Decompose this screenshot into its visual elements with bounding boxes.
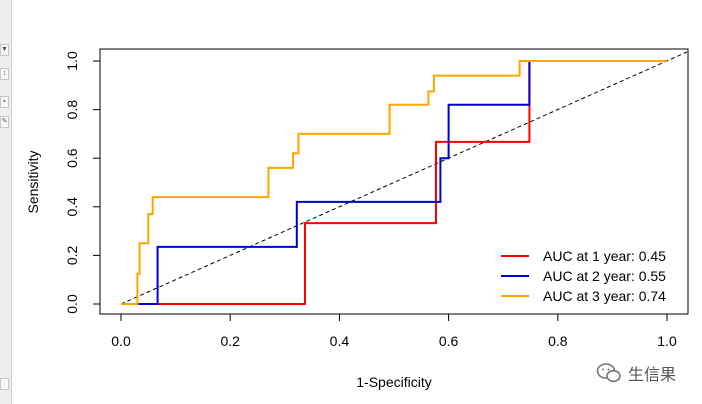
series-line-2	[121, 60, 667, 305]
y-tick-label: 0.0	[64, 294, 80, 314]
watermark: 生信果	[596, 362, 676, 384]
x-tick-label: 0.2	[220, 333, 240, 349]
watermark-text: 生信果	[628, 365, 677, 384]
y-axis-label: Sensitivity	[25, 150, 41, 213]
y-tick-label: 0.2	[64, 245, 80, 265]
y-tick-label: 0.6	[64, 148, 80, 168]
legend-label-1: AUC at 1 year: 0.45	[543, 248, 666, 264]
y-tick-label: 1.0	[64, 51, 80, 71]
scroll-down-icon[interactable]: ▼	[0, 44, 9, 56]
reference-diagonal	[120, 51, 688, 305]
y-axis: 0.0 0.2 0.4 0.6 0.8 1.0	[64, 51, 101, 314]
x-tick-label: 0.0	[111, 333, 131, 349]
series-group	[121, 60, 667, 305]
series-line-3	[121, 60, 667, 305]
x-axis-label: 1-Specificity	[356, 374, 431, 390]
wechat-icon	[596, 363, 621, 383]
x-tick-label: 1.0	[657, 333, 677, 349]
x-tick-label: 0.4	[330, 333, 350, 349]
y-tick-label: 0.8	[64, 100, 80, 120]
edit-icon[interactable]: ✎	[0, 116, 9, 128]
side-panel-strip: ▼ ↕ ▪ ✎	[0, 0, 12, 404]
copy-icon[interactable]: ▪	[0, 96, 9, 108]
legend: AUC at 1 year: 0.45 AUC at 2 year: 0.55 AU…	[501, 248, 666, 304]
x-tick-label: 0.8	[548, 333, 568, 349]
x-axis: 0.0 0.2 0.4 0.6 0.8 1.0	[111, 313, 677, 349]
y-tick-label: 0.4	[64, 197, 80, 217]
x-tick-label: 0.6	[439, 333, 459, 349]
legend-label-3: AUC at 3 year: 0.74	[543, 288, 666, 304]
legend-label-2: AUC at 2 year: 0.55	[543, 268, 666, 284]
scroll-handle[interactable]	[0, 378, 9, 390]
spin-arrows-icon[interactable]: ↕	[0, 68, 9, 80]
